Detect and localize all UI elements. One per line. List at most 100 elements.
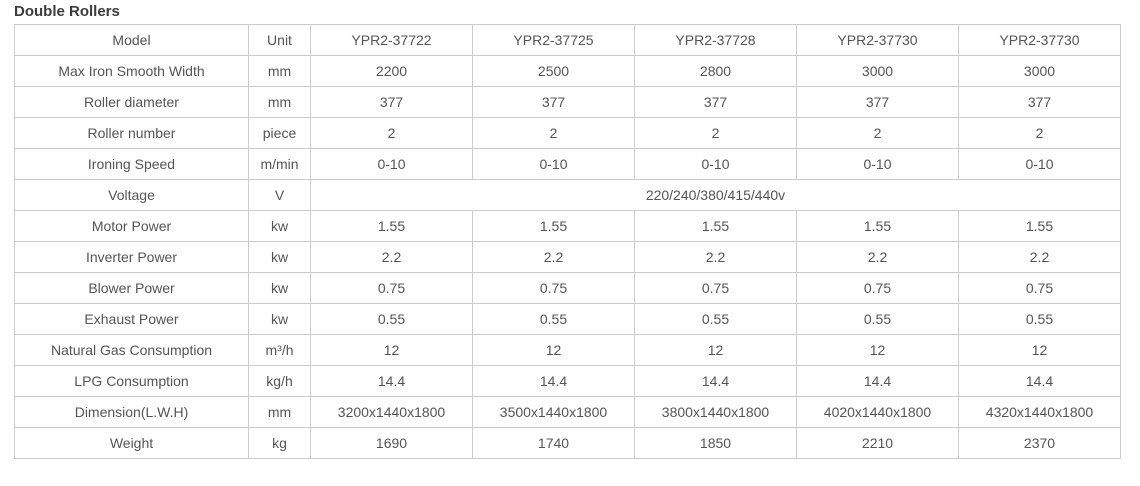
row-span-value-cell: 220/240/380/415/440v: [310, 179, 1121, 211]
table-row: Natural Gas Consumption m³/h 12 12 12 12 12: [14, 334, 1121, 366]
row-unit-cell: V: [248, 179, 311, 211]
row-value-cell: 3200x1440x1800: [310, 396, 473, 428]
table-row: Roller number piece 2 2 2 2 2: [14, 117, 1121, 149]
row-value-cell: 14.4: [472, 365, 635, 397]
row-value-cell: 0.75: [634, 272, 797, 304]
model-name-cell: YPR2-37730: [796, 24, 959, 56]
row-value-cell: 1.55: [634, 210, 797, 242]
row-value-cell: 14.4: [310, 365, 473, 397]
row-value-cell: 2800: [634, 55, 797, 87]
row-label-cell: Max Iron Smooth Width: [14, 55, 249, 87]
row-label-cell: Voltage: [14, 179, 249, 211]
row-value-cell: 377: [634, 86, 797, 118]
row-value-cell: 12: [472, 334, 635, 366]
row-value-cell: 2.2: [958, 241, 1121, 273]
row-label-cell: LPG Consumption: [14, 365, 249, 397]
row-value-cell: 0-10: [796, 148, 959, 180]
row-value-cell: 14.4: [634, 365, 797, 397]
row-value-cell: 3000: [796, 55, 959, 87]
row-value-cell: 14.4: [958, 365, 1121, 397]
row-unit-cell: kw: [248, 272, 311, 304]
row-value-cell: 0.55: [472, 303, 635, 335]
specs-table: Model Unit YPR2-37722 YPR2-37725 YPR2-37728 Y…: [14, 24, 1121, 459]
row-value-cell: 2: [634, 117, 797, 149]
model-name-cell: YPR2-37725: [472, 24, 635, 56]
row-value-cell: 2: [796, 117, 959, 149]
table-row: Weight kg 1690 1740 1850 2210 2370: [14, 427, 1121, 459]
row-value-cell: 1.55: [958, 210, 1121, 242]
row-value-cell: 2: [310, 117, 473, 149]
row-value-cell: 3800x1440x1800: [634, 396, 797, 428]
row-unit-cell: kg/h: [248, 365, 311, 397]
row-label-cell: Motor Power: [14, 210, 249, 242]
row-value-cell: 2.2: [472, 241, 635, 273]
row-value-cell: 12: [310, 334, 473, 366]
section-title: Double Rollers: [14, 3, 120, 20]
row-value-cell: 0.75: [958, 272, 1121, 304]
row-label-cell: Dimension(L.W.H): [14, 396, 249, 428]
row-unit-cell: mm: [248, 86, 311, 118]
row-unit-cell: kg: [248, 427, 311, 459]
row-label-cell: Inverter Power: [14, 241, 249, 273]
row-value-cell: 1.55: [310, 210, 473, 242]
row-value-cell: 0.55: [310, 303, 473, 335]
row-label-cell: Roller number: [14, 117, 249, 149]
row-unit-cell: kw: [248, 210, 311, 242]
row-value-cell: 1850: [634, 427, 797, 459]
row-value-cell: 2: [472, 117, 635, 149]
specs-table-body: Model Unit YPR2-37722 YPR2-37725 YPR2-37728 Y…: [14, 24, 1121, 459]
unit-header-cell: Unit: [248, 24, 311, 56]
row-value-cell: 3000: [958, 55, 1121, 87]
row-label-cell: Natural Gas Consumption: [14, 334, 249, 366]
table-row: Roller diameter mm 377 377 377 377 377: [14, 86, 1121, 118]
row-value-cell: 2.2: [796, 241, 959, 273]
table-row: Dimension(L.W.H) mm 3200x1440x1800 3500x144…: [14, 396, 1121, 428]
row-value-cell: 2.2: [634, 241, 797, 273]
row-label-cell: Weight: [14, 427, 249, 459]
row-unit-cell: m³/h: [248, 334, 311, 366]
row-value-cell: 2: [958, 117, 1121, 149]
table-row: Blower Power kw 0.75 0.75 0.75 0.75 0.75: [14, 272, 1121, 304]
model-header-cell: Model: [14, 24, 249, 56]
row-unit-cell: piece: [248, 117, 311, 149]
row-label-cell: Blower Power: [14, 272, 249, 304]
row-unit-cell: mm: [248, 396, 311, 428]
row-value-cell: 1690: [310, 427, 473, 459]
row-value-cell: 12: [634, 334, 797, 366]
row-value-cell: 0.75: [472, 272, 635, 304]
row-value-cell: 1.55: [796, 210, 959, 242]
row-value-cell: 2200: [310, 55, 473, 87]
row-value-cell: 12: [796, 334, 959, 366]
row-value-cell: 0.55: [634, 303, 797, 335]
row-value-cell: 12: [958, 334, 1121, 366]
table-row: Inverter Power kw 2.2 2.2 2.2 2.2 2.2: [14, 241, 1121, 273]
row-value-cell: 3500x1440x1800: [472, 396, 635, 428]
row-value-cell: 14.4: [796, 365, 959, 397]
table-header-row: Model Unit YPR2-37722 YPR2-37725 YPR2-37728 Y…: [14, 24, 1121, 56]
row-unit-cell: kw: [248, 303, 311, 335]
row-label-cell: Roller diameter: [14, 86, 249, 118]
row-unit-cell: m/min: [248, 148, 311, 180]
row-label-cell: Ironing Speed: [14, 148, 249, 180]
row-value-cell: 0.55: [796, 303, 959, 335]
row-value-cell: 4320x1440x1800: [958, 396, 1121, 428]
row-value-cell: 0.55: [958, 303, 1121, 335]
row-value-cell: 1.55: [472, 210, 635, 242]
row-value-cell: 0-10: [472, 148, 635, 180]
table-row: Max Iron Smooth Width mm 2200 2500 2800 3000 3…: [14, 55, 1121, 87]
row-value-cell: 377: [310, 86, 473, 118]
table-row: Voltage V 220/240/380/415/440v: [14, 179, 1121, 211]
table-row: Ironing Speed m/min 0-10 0-10 0-10 0-10 0-10: [14, 148, 1121, 180]
row-value-cell: 2500: [472, 55, 635, 87]
row-value-cell: 2370: [958, 427, 1121, 459]
row-value-cell: 2210: [796, 427, 959, 459]
row-value-cell: 377: [796, 86, 959, 118]
row-value-cell: 2.2: [310, 241, 473, 273]
row-value-cell: 0-10: [634, 148, 797, 180]
row-value-cell: 1740: [472, 427, 635, 459]
row-value-cell: 377: [472, 86, 635, 118]
row-label-cell: Exhaust Power: [14, 303, 249, 335]
row-value-cell: 0-10: [310, 148, 473, 180]
model-name-cell: YPR2-37728: [634, 24, 797, 56]
